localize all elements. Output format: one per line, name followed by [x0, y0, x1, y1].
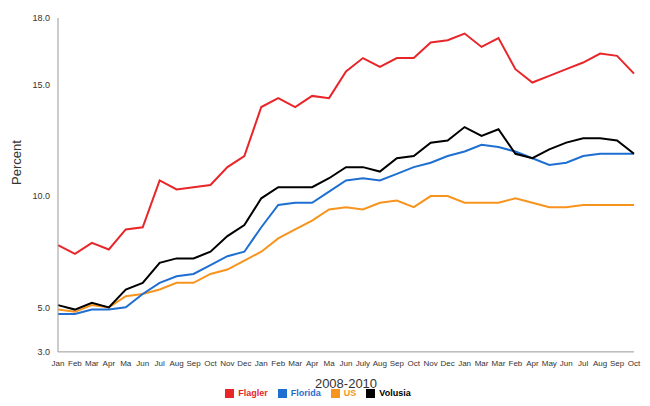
svg-text:Sep: Sep — [390, 359, 405, 368]
svg-text:18.0: 18.0 — [32, 13, 50, 23]
svg-text:Jul: Jul — [578, 359, 588, 368]
svg-text:Apr: Apr — [306, 359, 319, 368]
svg-text:Aug: Aug — [593, 359, 607, 368]
svg-text:Jan: Jan — [255, 359, 268, 368]
svg-text:Jul: Jul — [155, 359, 165, 368]
svg-text:July: July — [356, 359, 370, 368]
svg-text:Oct: Oct — [204, 359, 217, 368]
svg-text:Dec: Dec — [441, 359, 455, 368]
svg-text:Percent: Percent — [9, 140, 24, 185]
svg-text:3.0: 3.0 — [37, 347, 50, 357]
svg-text:Jan: Jan — [52, 359, 65, 368]
svg-text:2008-2010: 2008-2010 — [315, 376, 377, 391]
svg-text:Jun: Jun — [136, 359, 149, 368]
svg-text:Jan: Jan — [458, 359, 471, 368]
svg-text:Apr: Apr — [526, 359, 539, 368]
svg-text:Jun: Jun — [560, 359, 573, 368]
svg-text:Apr: Apr — [103, 359, 116, 368]
svg-text:May: May — [542, 359, 557, 368]
svg-text:Mar: Mar — [288, 359, 302, 368]
svg-text:Ma: Ma — [120, 359, 132, 368]
svg-text:10.0: 10.0 — [32, 191, 50, 201]
svg-text:Oct: Oct — [408, 359, 421, 368]
svg-text:15.0: 15.0 — [32, 80, 50, 90]
svg-text:Aug: Aug — [373, 359, 387, 368]
svg-text:Aug: Aug — [169, 359, 183, 368]
svg-text:Mar: Mar — [492, 359, 506, 368]
svg-text:Nov: Nov — [424, 359, 438, 368]
svg-text:5.0: 5.0 — [37, 303, 50, 313]
svg-text:Oct: Oct — [628, 359, 641, 368]
svg-text:Feb: Feb — [509, 359, 523, 368]
svg-text:Sep: Sep — [186, 359, 201, 368]
svg-text:Feb: Feb — [271, 359, 285, 368]
svg-text:Sep: Sep — [610, 359, 625, 368]
svg-text:Jun: Jun — [340, 359, 353, 368]
svg-text:Ma: Ma — [323, 359, 335, 368]
svg-text:Mar: Mar — [475, 359, 489, 368]
svg-text:Nov: Nov — [220, 359, 234, 368]
svg-text:Feb: Feb — [68, 359, 82, 368]
svg-text:Dec: Dec — [237, 359, 251, 368]
svg-text:Mar: Mar — [85, 359, 99, 368]
